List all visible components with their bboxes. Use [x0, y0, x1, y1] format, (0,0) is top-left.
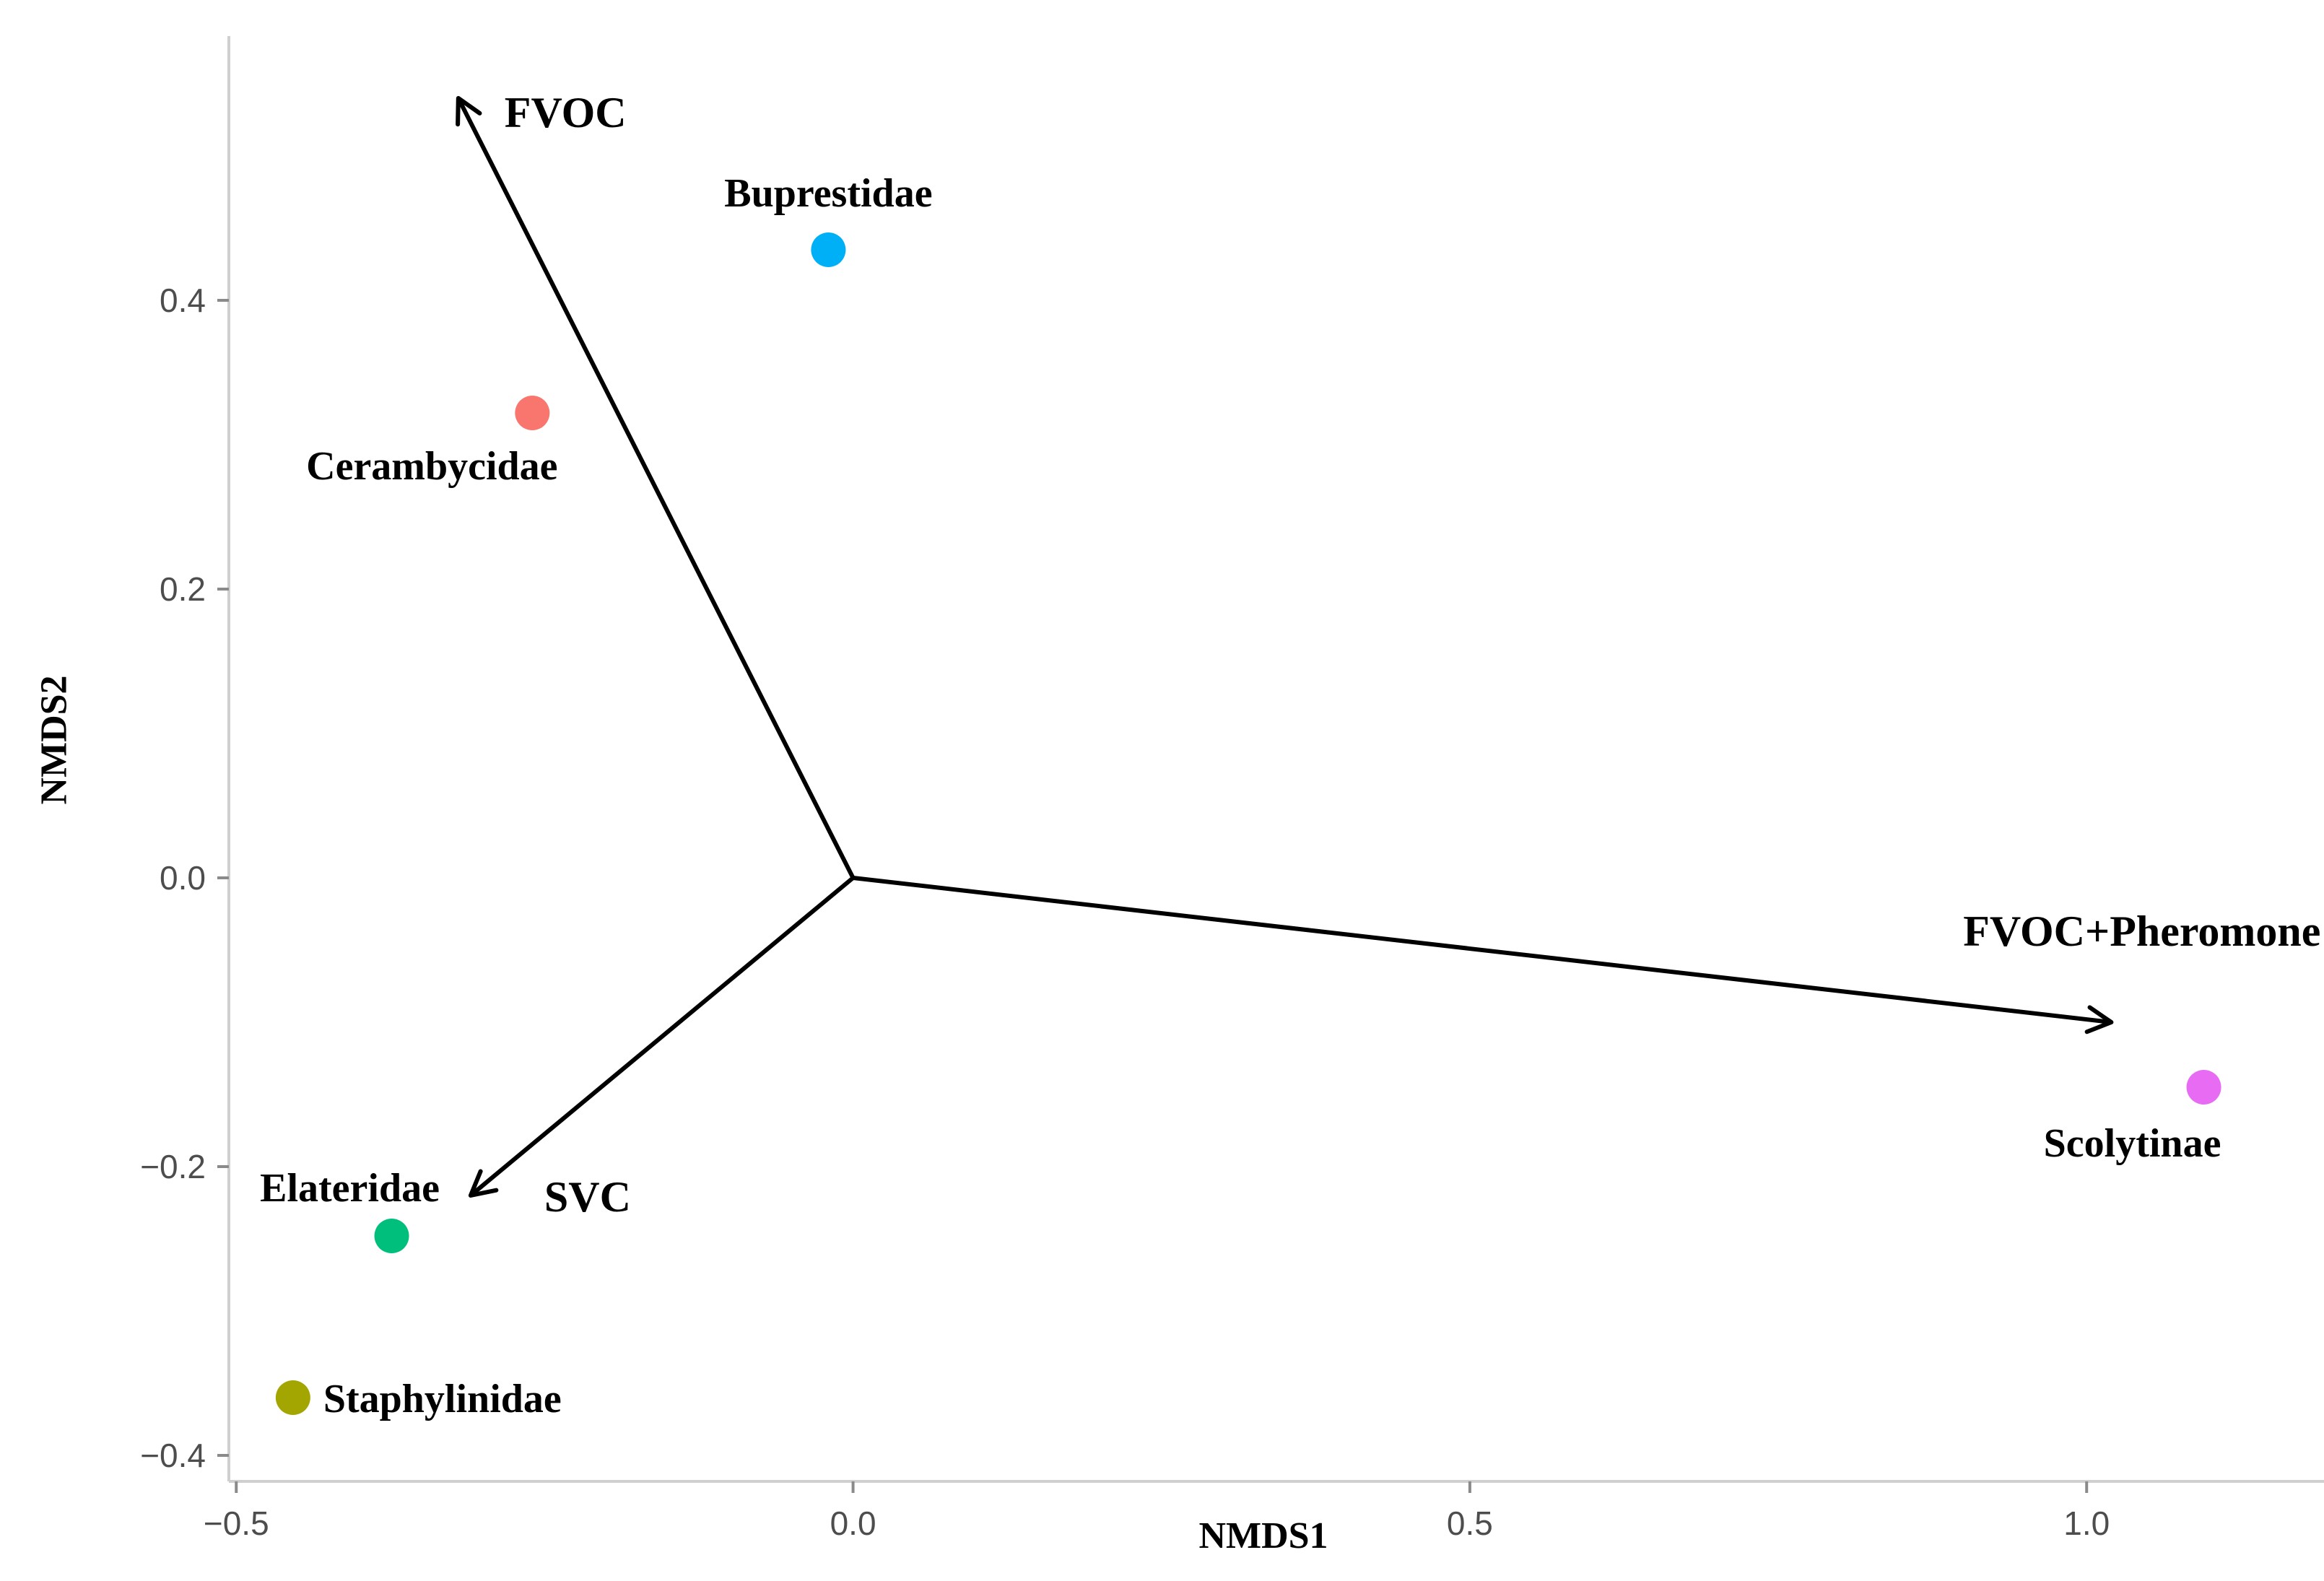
- point-label-staphylinidae: Staphylinidae: [323, 1377, 562, 1421]
- vector-arrow-fvoc: [456, 96, 856, 879]
- y-tick-label: 0.4: [160, 282, 206, 319]
- vector-arrow-svc: [468, 876, 855, 1198]
- x-tick-label: 0.0: [830, 1504, 876, 1542]
- point-label-elateridae: Elateridae: [260, 1166, 440, 1211]
- y-tick-label: −0.2: [140, 1148, 206, 1185]
- y-tick-label: −0.4: [140, 1437, 206, 1474]
- vector-label-svc: SVC: [544, 1173, 631, 1221]
- point-cerambycidae: [515, 396, 550, 430]
- vector-label-fvoc: FVOC: [505, 89, 627, 136]
- y-tick-label: 0.0: [160, 859, 206, 897]
- x-axis-title: NMDS1: [1198, 1515, 1328, 1556]
- point-label-scolytinae: Scolytinae: [2044, 1121, 2221, 1166]
- point-label-buprestidae: Buprestidae: [724, 171, 932, 216]
- point-buprestidae: [811, 232, 846, 267]
- point-staphylinidae: [275, 1380, 310, 1415]
- x-tick-label: −0.5: [204, 1504, 269, 1542]
- point-label-cerambycidae: Cerambycidae: [306, 444, 557, 489]
- x-tick-label: 1.0: [2063, 1504, 2110, 1542]
- point-elateridae: [374, 1219, 409, 1253]
- y-axis-title: NMDS2: [33, 675, 75, 805]
- vector-arrow-fvoc-pheromone: [853, 876, 2114, 1035]
- y-tick-label: 0.2: [160, 570, 206, 608]
- point-scolytinae: [2186, 1070, 2221, 1105]
- x-tick-label: 0.5: [1447, 1504, 1493, 1542]
- vector-label-fvoc-pheromone: FVOC+Pheromone: [1963, 907, 2320, 955]
